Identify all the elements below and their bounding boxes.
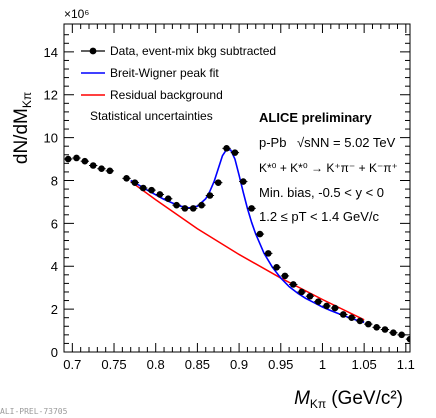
data-point — [106, 167, 114, 175]
data-point — [348, 314, 355, 321]
data-point — [64, 155, 72, 163]
data-point — [223, 145, 230, 152]
data-point — [206, 192, 214, 199]
y-tick-label: 4 — [51, 259, 58, 274]
data-point — [356, 317, 364, 325]
plot-area — [64, 145, 410, 343]
data-point — [323, 302, 330, 310]
x-tick-label: 0.8 — [147, 357, 165, 372]
series-residual-background — [130, 180, 365, 321]
y-axis-label: dN/dMKπ — [11, 92, 34, 164]
x-tick-label: 0.9 — [230, 357, 248, 372]
data-point — [164, 195, 172, 203]
x-tick-label: 0.75 — [101, 357, 126, 372]
legend-bkg-label: Residual background — [110, 88, 223, 102]
data-point — [331, 304, 339, 312]
data-point — [281, 272, 289, 280]
data-point — [189, 205, 197, 212]
y-tick-labels: 0 2 4 6 8 10 12 14 — [44, 45, 58, 360]
legend-bw-label: Breit-Wigner peak fit — [110, 66, 219, 80]
data-point — [373, 324, 380, 331]
annotation-block: ALICE preliminary p-Pb √sNN = 5.02 TeV K… — [259, 110, 398, 224]
x-axis-label-unit: (GeV/c²) — [331, 388, 403, 409]
decay-channel: K*⁰ + K*⁰ → K⁺π⁻ + K⁻π⁺ — [259, 161, 398, 175]
data-point — [173, 201, 180, 209]
data-point — [273, 264, 280, 271]
y-tick-label: 10 — [44, 131, 58, 146]
pt-range: 1.2 ≤ pT < 1.4 GeV/c — [259, 209, 379, 224]
data-point — [390, 329, 397, 337]
series-breit-wigner-fit — [130, 148, 365, 324]
data-point — [398, 331, 405, 339]
data-point — [81, 157, 89, 165]
data-point — [139, 184, 147, 192]
legend: Data, event-mix bkg subtracted Breit-Wig… — [81, 44, 276, 102]
data-point — [256, 230, 264, 238]
data-point — [156, 191, 164, 198]
data-point — [73, 154, 80, 162]
x-tick-label: 1.05 — [351, 357, 376, 372]
legend-data-label: Data, event-mix bkg subtracted — [110, 44, 276, 58]
data-point — [381, 326, 389, 333]
data-point — [306, 292, 314, 300]
data-point — [231, 149, 239, 156]
x-tick-labels: 0.7 0.75 0.8 0.85 0.9 0.95 1 1.05 1.1 — [63, 357, 415, 372]
legend-data-marker — [89, 47, 97, 55]
data-point — [98, 165, 105, 173]
alice-title: ALICE preliminary — [259, 110, 372, 125]
data-point — [239, 178, 247, 185]
x-tick-label: 0.85 — [185, 357, 210, 372]
data-point — [298, 288, 305, 296]
x-tick-label: 0.95 — [268, 357, 293, 372]
y-multiplier: ×10⁶ — [64, 7, 89, 21]
y-axis-label-main: dN/dM — [11, 108, 32, 164]
x-axis-label-main: M — [294, 388, 310, 409]
data-point — [406, 335, 410, 343]
collision-energy: √sNN = 5.02 TeV — [297, 135, 396, 150]
data-point — [248, 205, 255, 212]
selection-cut: Min. bias, -0.5 < y < 0 — [259, 185, 384, 200]
data-point — [340, 311, 347, 318]
data-point — [365, 320, 372, 328]
data-point — [148, 186, 155, 194]
data-point — [131, 179, 139, 186]
y-tick-label: 0 — [51, 345, 58, 360]
y-tick-label: 6 — [51, 216, 58, 231]
series-layer — [64, 145, 410, 343]
data-point — [214, 179, 222, 186]
y-tick-label: 12 — [44, 88, 58, 103]
x-tick-label: 0.7 — [63, 357, 81, 372]
plot-frame — [63, 23, 411, 353]
data-point — [264, 250, 272, 257]
stat-note: Statistical uncertainties — [90, 109, 213, 123]
x-axis-label: MKπ (GeV/c²) — [294, 388, 403, 411]
data-point — [123, 175, 130, 182]
y-tick-label: 14 — [44, 45, 58, 60]
y-tick-label: 2 — [51, 302, 58, 317]
tick-marks — [63, 24, 410, 353]
collision-system: p-Pb — [259, 135, 286, 150]
data-point — [314, 298, 322, 305]
x-tick-label: 1.1 — [397, 357, 415, 372]
data-point — [289, 281, 297, 288]
data-point — [181, 205, 189, 212]
x-tick-label: 1 — [319, 357, 326, 372]
y-axis-label-sub: Kπ — [20, 92, 34, 108]
data-point — [198, 201, 205, 209]
x-axis-label-sub: Kπ — [310, 397, 326, 411]
figure-id: ALI-PREL-73705 — [0, 407, 68, 416]
data-point — [89, 162, 97, 169]
y-tick-label: 8 — [51, 173, 58, 188]
